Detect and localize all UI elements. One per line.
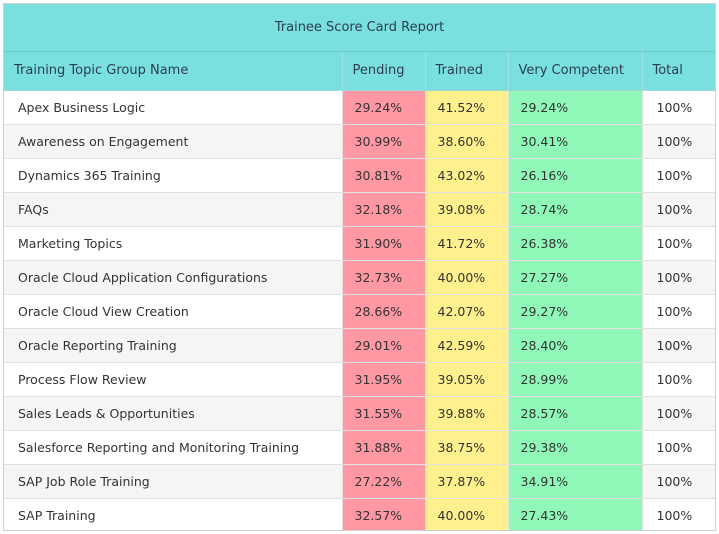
very-competent-cell: 30.41% bbox=[508, 123, 643, 158]
table-row: SAP Training 32.57% 40.00% 27.43% 100% bbox=[4, 497, 715, 530]
pending-cell: 32.73% bbox=[342, 259, 426, 294]
total-cell: 100% bbox=[642, 293, 715, 328]
total-cell: 100% bbox=[642, 157, 715, 192]
topic-group-name: Oracle Reporting Training bbox=[4, 327, 343, 362]
trained-cell: 39.88% bbox=[425, 395, 509, 430]
very-competent-cell: 34.91% bbox=[508, 463, 643, 498]
trained-cell: 43.02% bbox=[425, 157, 509, 192]
total-cell: 100% bbox=[642, 361, 715, 396]
header-row: Training Topic Group Name Pending Traine… bbox=[4, 52, 715, 91]
column-header-very-competent[interactable]: Very Competent bbox=[508, 52, 643, 91]
table-row: SAP Job Role Training 27.22% 37.87% 34.9… bbox=[4, 463, 715, 498]
very-competent-cell: 28.57% bbox=[508, 395, 643, 430]
topic-group-name: Dynamics 365 Training bbox=[4, 157, 343, 192]
column-header-total[interactable]: Total bbox=[642, 52, 715, 91]
total-cell: 100% bbox=[642, 259, 715, 294]
very-competent-cell: 28.99% bbox=[508, 361, 643, 396]
total-cell: 100% bbox=[656, 99, 693, 115]
topic-group-name: SAP Training bbox=[4, 497, 343, 530]
very-competent-cell: 28.74% bbox=[508, 191, 643, 226]
topic-group-name: Process Flow Review bbox=[4, 361, 343, 396]
pending-cell: 28.66% bbox=[342, 293, 426, 328]
pending-cell: 31.95% bbox=[342, 361, 426, 396]
trained-cell: 39.05% bbox=[425, 361, 509, 396]
table-row: FAQs 32.18% 39.08% 28.74% 100% bbox=[4, 191, 715, 226]
table-row: Oracle Reporting Training 29.01% 42.59% … bbox=[4, 327, 715, 362]
total-cell: 100% bbox=[642, 191, 715, 226]
total-cell: 100% bbox=[642, 327, 715, 362]
very-competent-cell: 27.27% bbox=[508, 259, 643, 294]
very-competent-cell: 29.24% bbox=[508, 90, 643, 124]
table-row: Dynamics 365 Training 30.81% 43.02% 26.1… bbox=[4, 157, 715, 192]
trained-cell: 41.72% bbox=[425, 225, 509, 260]
table-row: Salesforce Reporting and Monitoring Trai… bbox=[4, 429, 715, 464]
pending-cell: 31.55% bbox=[342, 395, 426, 430]
score-table: Training Topic Group Name Pending Traine… bbox=[4, 52, 715, 530]
pending-cell: 29.01% bbox=[342, 327, 426, 362]
total-cell: 100% bbox=[642, 463, 715, 498]
pending-cell: 27.22% bbox=[342, 463, 426, 498]
table-row: Awareness on Engagement 30.99% 38.60% 30… bbox=[4, 123, 715, 158]
table-row: Sales Leads & Opportunities 31.55% 39.88… bbox=[4, 395, 715, 430]
total-cell: 100% bbox=[642, 123, 715, 158]
trained-cell: 41.52% bbox=[425, 90, 509, 124]
table-row: Process Flow Review 31.95% 39.05% 28.99%… bbox=[4, 361, 715, 396]
topic-group-name: Oracle Cloud Application Configurations bbox=[4, 259, 343, 294]
topic-group-name: Marketing Topics bbox=[4, 225, 343, 260]
trained-cell: 38.60% bbox=[425, 123, 509, 158]
column-header-pending[interactable]: Pending bbox=[342, 52, 426, 91]
topic-group-name: Sales Leads & Opportunities bbox=[4, 395, 343, 430]
table-row: Marketing Topics 31.90% 41.72% 26.38% 10… bbox=[4, 225, 715, 260]
trained-cell: 38.75% bbox=[425, 429, 509, 464]
trained-cell: 40.00% bbox=[425, 497, 509, 530]
pending-cell: 32.18% bbox=[342, 191, 426, 226]
table-row: Apex Business Logic 29.24% 41.52% 29.24%… bbox=[4, 90, 715, 124]
very-competent-cell: 29.38% bbox=[508, 429, 643, 464]
table-row: Oracle Cloud View Creation 28.66% 42.07%… bbox=[4, 293, 715, 328]
column-header-topic-group[interactable]: Training Topic Group Name bbox=[4, 52, 343, 91]
report-title: Trainee Score Card Report bbox=[4, 4, 715, 52]
pending-cell: 31.90% bbox=[342, 225, 426, 260]
trained-cell: 39.08% bbox=[425, 191, 509, 226]
very-competent-cell: 29.27% bbox=[508, 293, 643, 328]
total-cell: 100% bbox=[642, 429, 715, 464]
trained-cell: 37.87% bbox=[425, 463, 509, 498]
trained-cell: 42.59% bbox=[425, 327, 509, 362]
topic-group-name: Oracle Cloud View Creation bbox=[4, 293, 343, 328]
topic-group-name: SAP Job Role Training bbox=[4, 463, 343, 498]
table-body: Apex Business Logic 29.24% 41.52% 29.24%… bbox=[4, 90, 715, 530]
total-cell: 100% bbox=[642, 395, 715, 430]
column-header-trained[interactable]: Trained bbox=[425, 52, 509, 91]
table-row: Oracle Cloud Application Configurations … bbox=[4, 259, 715, 294]
pending-cell: 30.81% bbox=[342, 157, 426, 192]
pending-cell: 30.99% bbox=[342, 123, 426, 158]
topic-group-name: Apex Business Logic bbox=[4, 90, 343, 124]
very-competent-cell: 26.38% bbox=[508, 225, 643, 260]
very-competent-cell: 28.40% bbox=[508, 327, 643, 362]
pending-cell: 31.88% bbox=[342, 429, 426, 464]
pending-cell: 29.24% bbox=[342, 90, 426, 124]
total-cell: 100% bbox=[642, 225, 715, 260]
topic-group-name: Salesforce Reporting and Monitoring Trai… bbox=[4, 429, 343, 464]
trained-cell: 40.00% bbox=[425, 259, 509, 294]
topic-group-name: FAQs bbox=[4, 191, 343, 226]
score-card-report: Trainee Score Card Report Training Topic… bbox=[3, 3, 716, 531]
topic-group-name: Awareness on Engagement bbox=[4, 123, 343, 158]
table-header: Training Topic Group Name Pending Traine… bbox=[4, 52, 715, 91]
very-competent-cell: 26.16% bbox=[508, 157, 643, 192]
very-competent-cell: 27.43% bbox=[508, 497, 643, 530]
total-cell: 100% bbox=[642, 497, 715, 530]
pending-cell: 32.57% bbox=[342, 497, 426, 530]
trained-cell: 42.07% bbox=[425, 293, 509, 328]
